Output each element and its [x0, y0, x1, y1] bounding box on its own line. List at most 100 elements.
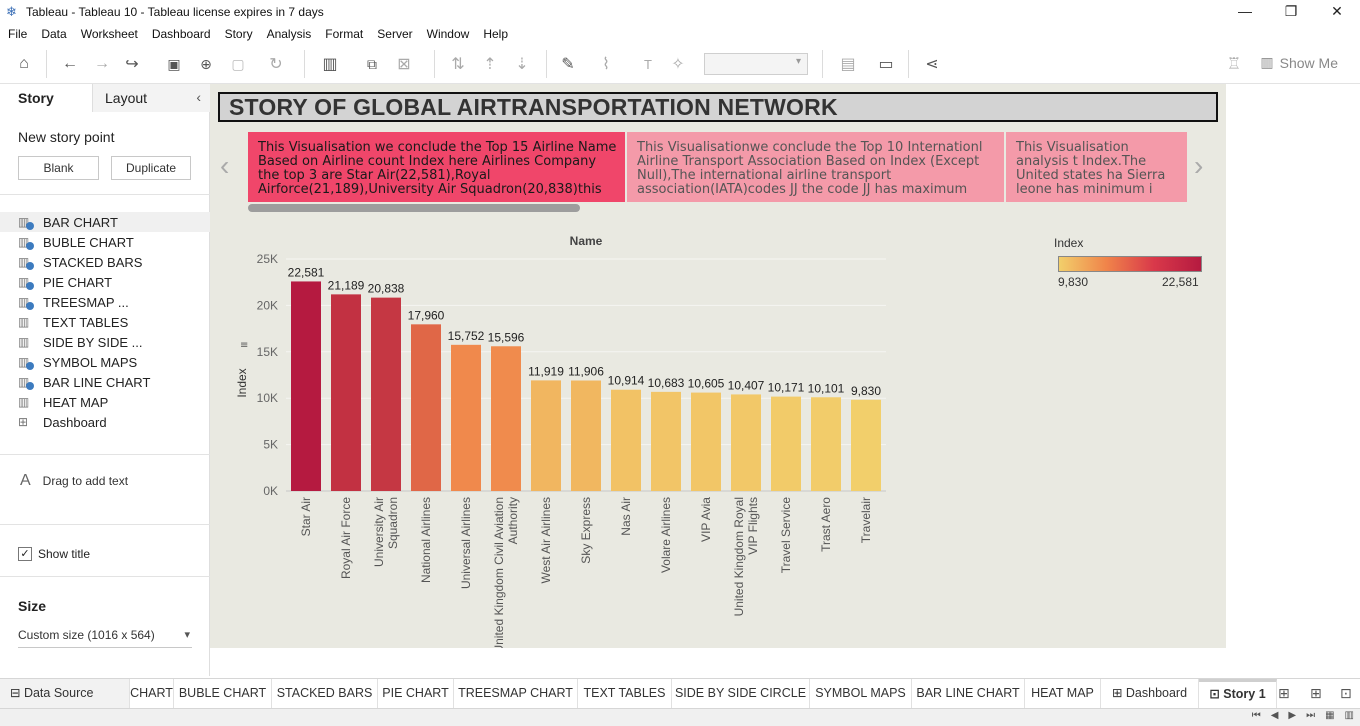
- filmstrip-icon[interactable]: ▥: [1344, 710, 1354, 721]
- sheet-tab[interactable]: TEXT TABLES: [578, 679, 672, 709]
- first-tab-icon[interactable]: ⏮: [1251, 710, 1261, 721]
- sheet-item[interactable]: ▥ BAR LINE CHART: [0, 372, 210, 392]
- data-label: 22,581: [288, 265, 325, 279]
- menu-story[interactable]: Story: [224, 27, 253, 41]
- sort-ascending-icon[interactable]: ⇡: [483, 56, 497, 73]
- redo-icon[interactable]: →: [94, 55, 110, 72]
- menu-format[interactable]: Format: [325, 27, 364, 41]
- bar: [531, 380, 561, 491]
- menu-worksheet[interactable]: Worksheet: [80, 27, 138, 41]
- worksheet-icon: ▥: [18, 255, 36, 270]
- save-icon[interactable]: ▣: [167, 55, 181, 72]
- sheet-tab[interactable]: BUBLE CHART: [174, 679, 272, 709]
- next-story-point-icon[interactable]: ›: [1194, 150, 1204, 181]
- x-tick-label: Travel Service: [779, 497, 793, 574]
- show-title-checkbox[interactable]: ✓ Show title: [18, 547, 90, 561]
- sheet-tab[interactable]: HEAT MAP: [1025, 679, 1101, 709]
- sort-descending-icon[interactable]: ⇣: [515, 56, 529, 73]
- minimize-button[interactable]: —: [1238, 3, 1252, 19]
- home-icon[interactable]: ⌂: [19, 55, 29, 72]
- sort-icon: ≡: [240, 340, 248, 351]
- replace-data-icon[interactable]: ↪: [125, 56, 139, 73]
- show-me-button[interactable]: ▥ Show Me: [1260, 54, 1338, 71]
- story-point-3[interactable]: This Visualisation analysis t Index.The …: [1006, 132, 1187, 202]
- sheet-tab[interactable]: CHART: [130, 679, 174, 709]
- new-sheet-icon[interactable]: ▥: [322, 56, 338, 73]
- sheet-tab[interactable]: SYMBOL MAPS: [810, 679, 912, 709]
- next-tab-icon[interactable]: ▶: [1288, 710, 1297, 721]
- refresh-icon[interactable]: ↻: [269, 56, 283, 73]
- menu-analysis[interactable]: Analysis: [266, 27, 312, 41]
- story-point-2[interactable]: This Visualisationwe conclude the Top 10…: [627, 132, 1004, 202]
- duplicate-button[interactable]: Duplicate: [111, 156, 191, 180]
- menu-dashboard[interactable]: Dashboard: [151, 27, 211, 41]
- menu-file[interactable]: File: [8, 27, 28, 41]
- sheet-tab[interactable]: BAR LINE CHART: [912, 679, 1025, 709]
- new-dashboard-icon[interactable]: ⊞: [1310, 685, 1322, 701]
- story-point-1[interactable]: This Visualisation we conclude the Top 1…: [248, 132, 625, 202]
- share-icon[interactable]: ⋖: [925, 56, 939, 73]
- tab-story[interactable]: Story: [0, 84, 92, 112]
- sheet-tab[interactable]: ⊡ Story 1: [1199, 679, 1277, 709]
- title-bar: ❄ Tableau - Tableau 10 - Tableau license…: [0, 0, 1360, 24]
- data-source-tab[interactable]: ⊟ Data Source: [0, 679, 130, 709]
- sheet-tab[interactable]: SIDE BY SIDE CIRCLE: [672, 679, 810, 709]
- menu-help[interactable]: Help: [483, 27, 508, 41]
- format-painter-icon[interactable]: ♖: [1226, 56, 1242, 73]
- y-tick-label: 10K: [257, 391, 278, 405]
- group-members-icon[interactable]: ⌇: [602, 56, 610, 73]
- new-data-source-icon[interactable]: ⊕: [200, 55, 212, 72]
- collapse-panel-icon[interactable]: ‹: [196, 89, 201, 105]
- sheet-item[interactable]: ▥ BUBLE CHART: [0, 232, 210, 252]
- new-story-icon[interactable]: ⊡: [1340, 685, 1352, 701]
- sheet-item[interactable]: ▥ SYMBOL MAPS: [0, 352, 210, 372]
- restore-button[interactable]: ❐: [1284, 3, 1298, 19]
- previous-story-point-icon[interactable]: ‹: [220, 150, 230, 181]
- duplicate-sheet-icon[interactable]: ⧉: [367, 55, 377, 72]
- size-dropdown[interactable]: Custom size (1016 x 564): [18, 628, 192, 648]
- bar: [451, 344, 481, 491]
- pause-updates-icon[interactable]: ▢: [231, 55, 245, 72]
- drag-to-add-text[interactable]: A Drag to add text: [20, 472, 128, 490]
- sheet-item[interactable]: ▥ SIDE BY SIDE ...: [0, 332, 210, 352]
- presentation-mode-icon[interactable]: ▭: [878, 56, 894, 73]
- prev-tab-icon[interactable]: ◀: [1270, 710, 1279, 721]
- show-cards-icon[interactable]: ▤: [840, 56, 856, 73]
- dashboard-icon: ⊞: [18, 415, 29, 429]
- sheet-tab[interactable]: ⊞ Dashboard: [1101, 679, 1199, 709]
- highlight-icon[interactable]: ✎: [561, 56, 575, 73]
- tab-layout[interactable]: Layout: [92, 84, 210, 112]
- sheet-item[interactable]: ▥ TEXT TABLES: [0, 312, 210, 332]
- sheet-item[interactable]: ▥ TREESMAP ...: [0, 292, 210, 312]
- sheet-list: ▥ BAR CHART ▥ BUBLE CHART ▥ STACKED BARS ▥ PIE …: [0, 212, 210, 432]
- close-button[interactable]: ✕: [1331, 3, 1343, 19]
- used-in-story-check-icon: [26, 282, 34, 290]
- undo-icon[interactable]: ←: [62, 55, 78, 72]
- fix-axes-icon[interactable]: ✧: [671, 56, 685, 73]
- new-story-point-heading: New story point: [18, 129, 115, 145]
- fit-dropdown[interactable]: [704, 53, 808, 75]
- show-mark-labels-icon[interactable]: T: [644, 56, 652, 72]
- data-label: 11,919: [528, 364, 564, 378]
- sheet-item[interactable]: ▥ STACKED BARS: [0, 252, 210, 272]
- menu-data[interactable]: Data: [41, 27, 67, 41]
- sheet-tab[interactable]: TREESMAP CHART: [454, 679, 578, 709]
- column-header-name: Name: [570, 234, 603, 248]
- last-tab-icon[interactable]: ⏭: [1306, 710, 1316, 721]
- sheet-tab[interactable]: STACKED BARS: [272, 679, 378, 709]
- clear-sheet-icon[interactable]: ⊠: [397, 56, 411, 73]
- new-worksheet-icon[interactable]: ⊞: [1278, 685, 1290, 701]
- blank-button[interactable]: Blank: [18, 156, 99, 180]
- menu-server[interactable]: Server: [377, 27, 413, 41]
- menu-window[interactable]: Window: [426, 27, 470, 41]
- sheet-item[interactable]: ▥ PIE CHART: [0, 272, 210, 292]
- sheet-item[interactable]: ▥ HEAT MAP: [0, 392, 210, 412]
- tab-list-icon[interactable]: ▦: [1325, 710, 1335, 721]
- navigator-scrollbar[interactable]: [248, 204, 580, 212]
- sheet-item[interactable]: ⊞ Dashboard: [0, 412, 210, 432]
- sheet-item[interactable]: ▥ BAR CHART: [0, 212, 210, 232]
- swap-rows-columns-icon[interactable]: ⇅: [451, 56, 465, 73]
- sheet-tab[interactable]: PIE CHART: [378, 679, 454, 709]
- data-label: 20,838: [368, 282, 405, 296]
- story-title[interactable]: STORY OF GLOBAL AIRTRANSPORTATION NETWOR…: [218, 92, 1218, 122]
